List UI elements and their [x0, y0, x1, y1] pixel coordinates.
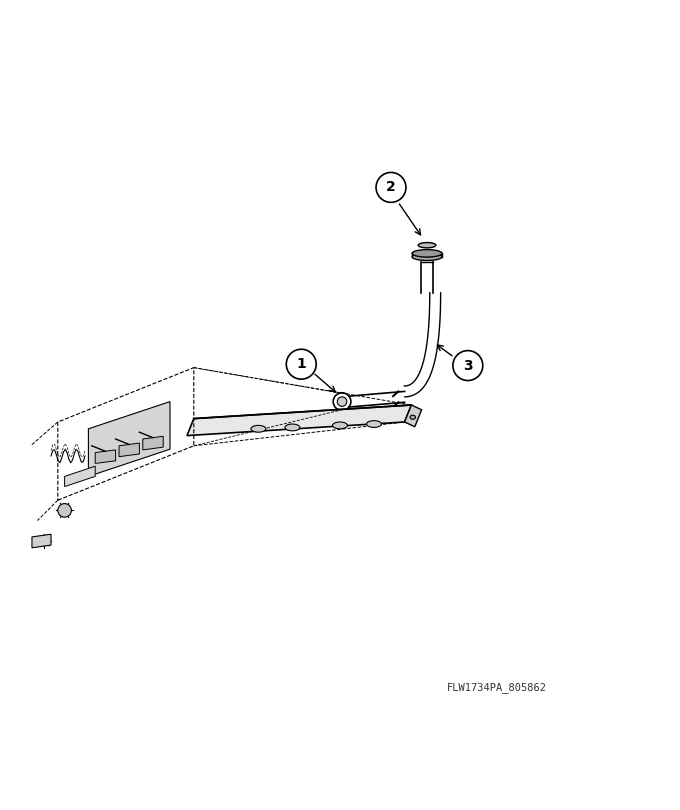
Polygon shape	[119, 443, 139, 457]
Text: 3: 3	[463, 359, 473, 373]
Ellipse shape	[412, 249, 442, 257]
Polygon shape	[32, 535, 51, 548]
Ellipse shape	[285, 424, 300, 431]
Ellipse shape	[367, 420, 381, 428]
Polygon shape	[95, 450, 116, 463]
Ellipse shape	[333, 422, 347, 428]
Ellipse shape	[418, 242, 436, 248]
Polygon shape	[65, 467, 95, 487]
Polygon shape	[143, 437, 163, 450]
Circle shape	[337, 397, 347, 407]
Polygon shape	[88, 402, 170, 476]
Circle shape	[58, 504, 71, 518]
Text: FLW1734PA_805862: FLW1734PA_805862	[446, 682, 547, 693]
Ellipse shape	[410, 416, 415, 420]
Polygon shape	[405, 405, 422, 427]
Text: 2: 2	[386, 181, 396, 194]
Text: 1: 1	[296, 357, 306, 371]
Ellipse shape	[412, 253, 442, 261]
Polygon shape	[187, 405, 411, 436]
Ellipse shape	[251, 425, 266, 433]
